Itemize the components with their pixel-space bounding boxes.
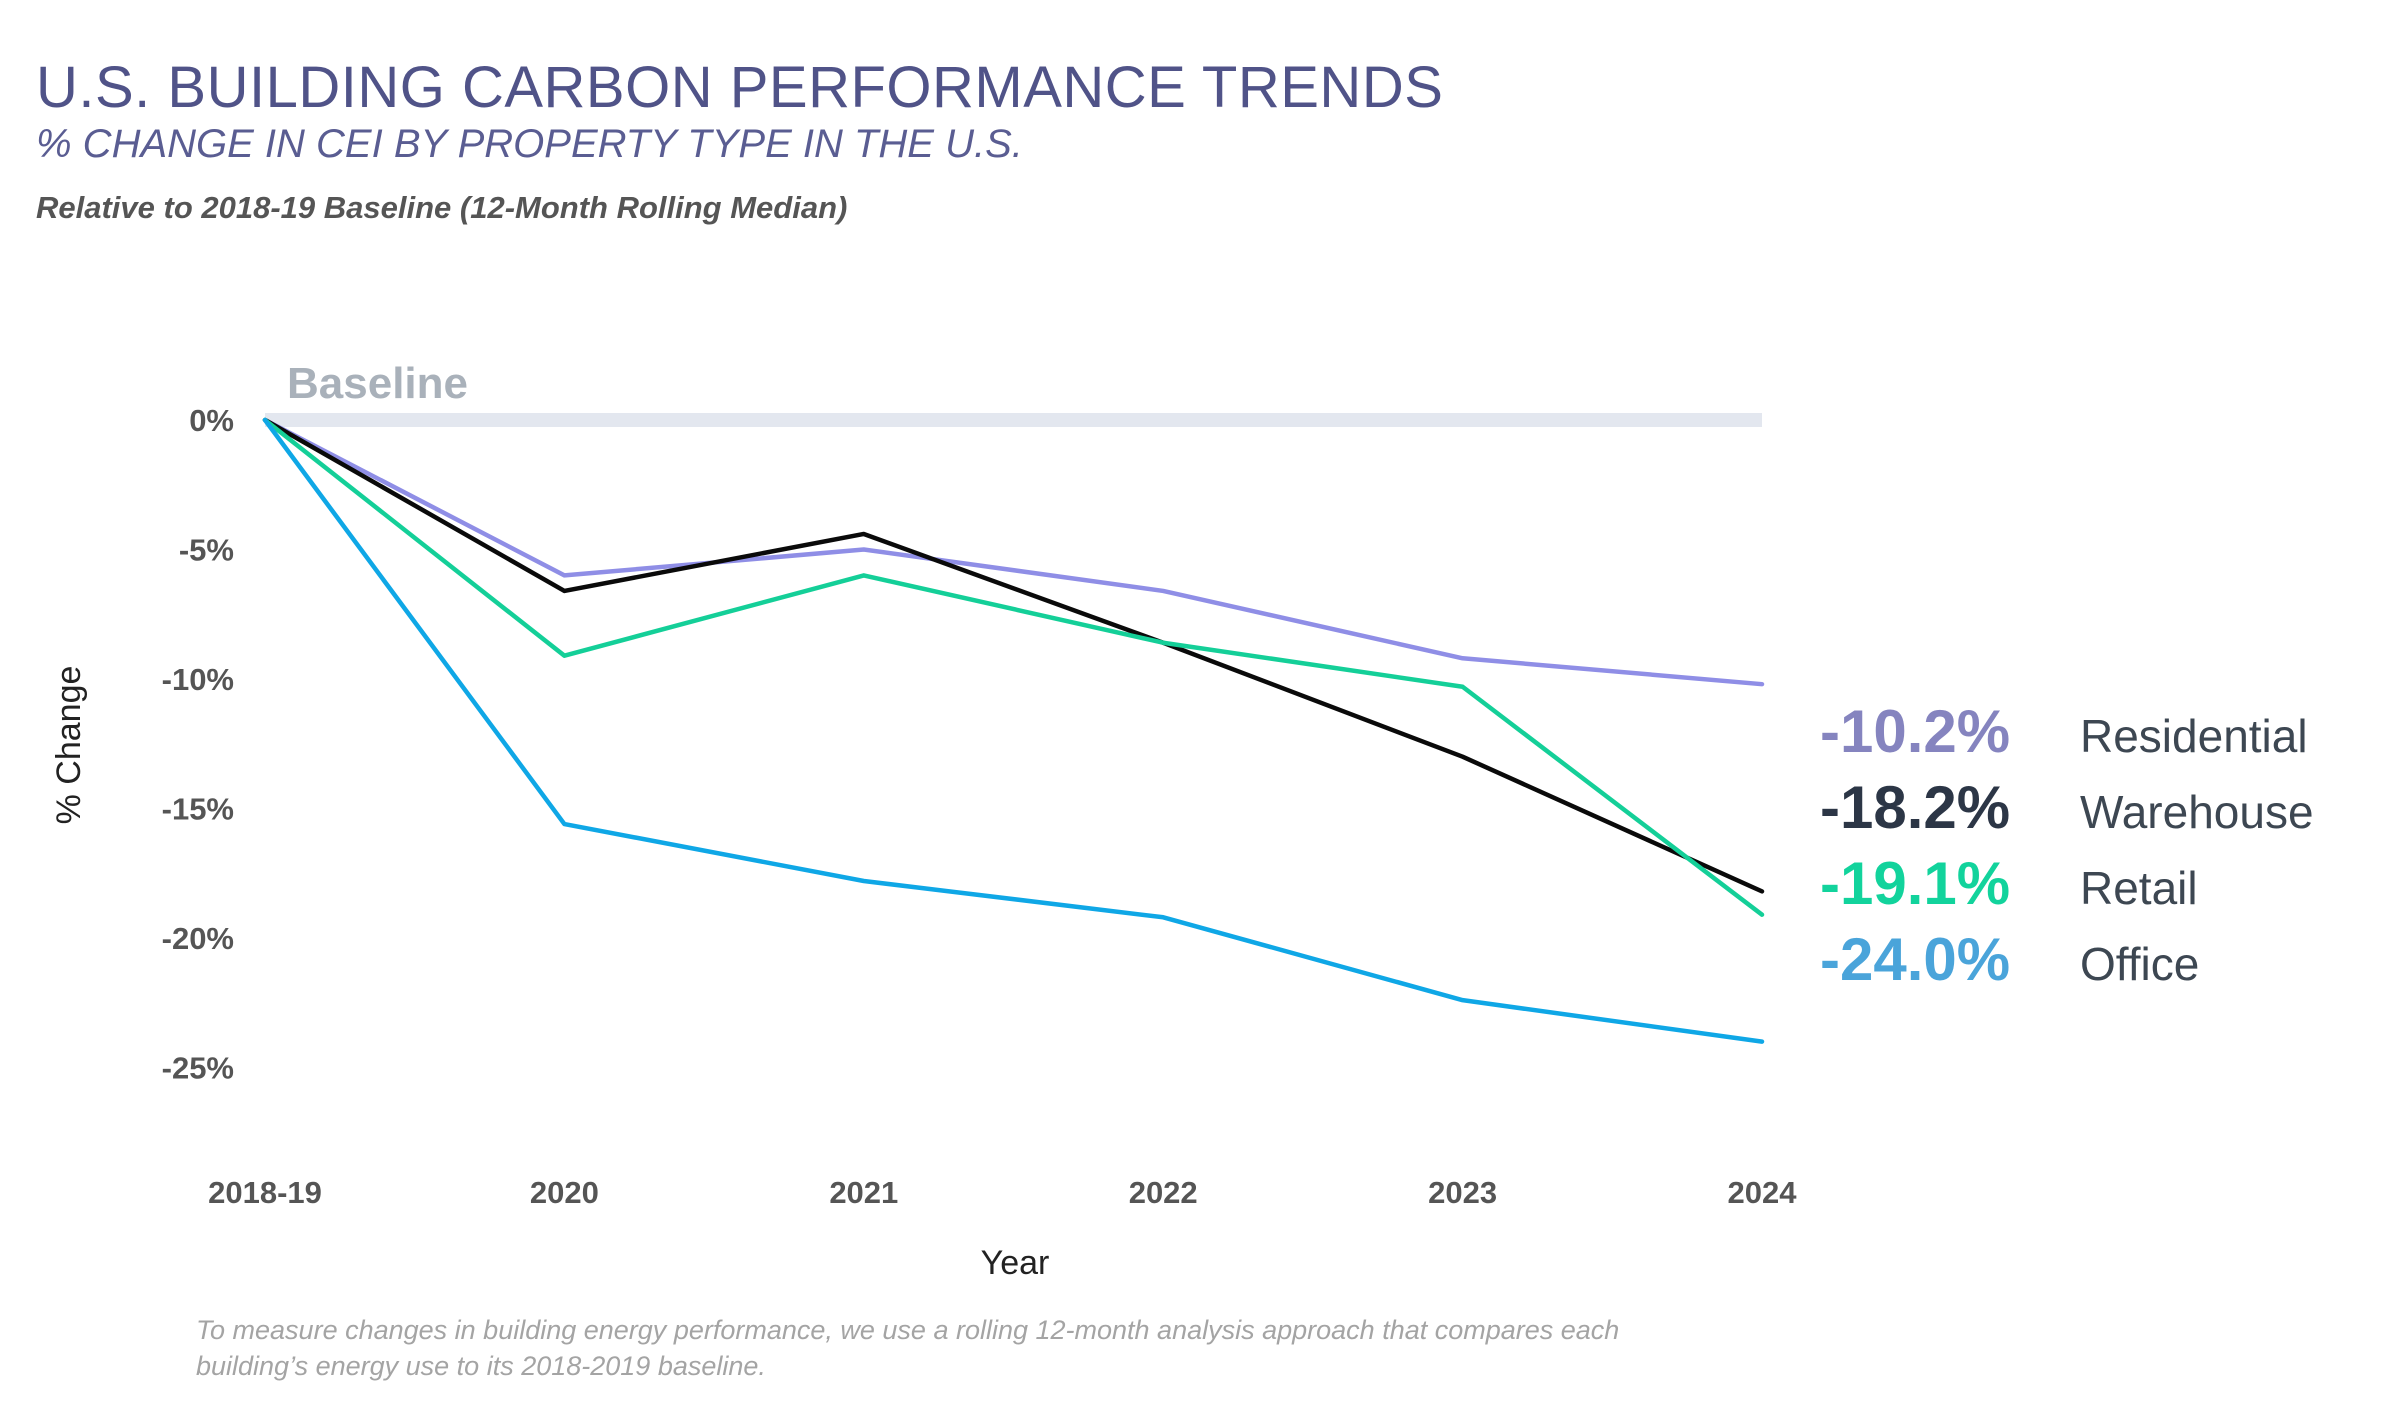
- end-value-retail: -19.1%: [1820, 850, 2010, 917]
- series-line-retail: [262, 417, 1765, 917]
- footnote: To measure changes in building energy pe…: [196, 1312, 1896, 1384]
- baseline-band: [265, 413, 1762, 427]
- end-name-residential: Residential: [2080, 710, 2308, 762]
- x-tick-label: 2024: [1728, 1175, 1798, 1210]
- footnote-line-1: To measure changes in building energy pe…: [196, 1315, 1620, 1345]
- y-axis-title: % Change: [50, 666, 88, 825]
- chart-title: U.S. BUILDING CARBON PERFORMANCE TRENDS: [36, 55, 1444, 120]
- y-tick-label: -10%: [162, 662, 234, 697]
- end-labels: -10.2% Residential -18.2% Warehouse -19.1% Re…: [1820, 698, 2314, 993]
- x-tick-label: 2023: [1428, 1175, 1497, 1210]
- x-tick-label: 2022: [1129, 1175, 1198, 1210]
- x-axis-ticks: 2018-19 2020 2021 2022 2023 2024: [208, 1175, 1797, 1210]
- chart-note: Relative to 2018-19 Baseline (12-Month R…: [36, 190, 848, 225]
- series-line-residential: [262, 417, 1765, 687]
- chart-subtitle: % CHANGE IN CEI BY PROPERTY TYPE IN THE …: [36, 122, 1023, 166]
- y-axis-ticks: 0% -5% -10% -15% -20% -25%: [162, 403, 234, 1086]
- x-tick-label: 2020: [530, 1175, 599, 1210]
- x-axis-title: Year: [981, 1244, 1050, 1282]
- baseline-label: Baseline: [287, 359, 468, 408]
- y-tick-label: -25%: [162, 1051, 234, 1086]
- footnote-line-2: building’s energy use to its 2018-2019 b…: [196, 1351, 766, 1381]
- series-line-warehouse: [262, 417, 1765, 894]
- end-name-warehouse: Warehouse: [2080, 786, 2314, 838]
- series-lines: [262, 417, 1765, 1044]
- end-value-warehouse: -18.2%: [1820, 774, 2010, 841]
- y-tick-label: -15%: [162, 792, 234, 827]
- x-tick-label: 2021: [829, 1175, 898, 1210]
- baseline: Baseline: [265, 359, 1762, 427]
- x-tick-label: 2018-19: [208, 1175, 322, 1210]
- y-tick-label: -5%: [179, 533, 234, 568]
- y-tick-label: 0%: [189, 403, 234, 438]
- end-value-office: -24.0%: [1820, 926, 2010, 993]
- series-line-office: [262, 417, 1765, 1044]
- end-name-retail: Retail: [2080, 862, 2198, 914]
- end-value-residential: -10.2%: [1820, 698, 2010, 765]
- end-name-office: Office: [2080, 938, 2199, 990]
- y-tick-label: -20%: [162, 921, 234, 956]
